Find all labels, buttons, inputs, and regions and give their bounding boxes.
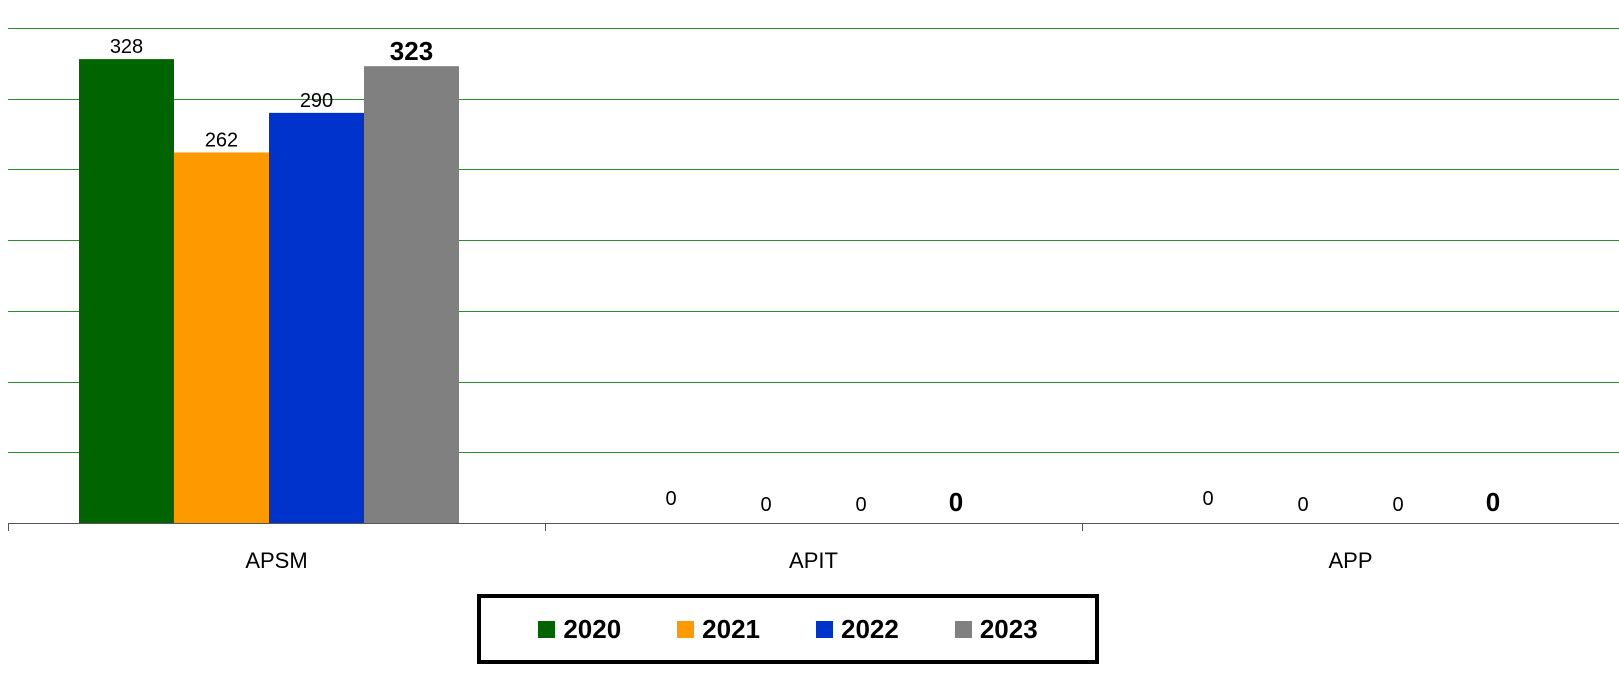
data-label: 0 <box>1202 488 1213 510</box>
legend-item: 2020 <box>538 614 621 645</box>
data-label: 262 <box>205 129 238 151</box>
bar-chart: 328 262 290 323 APSM 0 0 0 0 APIT 0 0 0 0 APP <box>8 28 1619 573</box>
legend-label: 2020 <box>563 613 622 644</box>
legend-label: 2023 <box>979 613 1038 644</box>
data-label: 0 <box>1297 494 1308 516</box>
data-label: 328 <box>110 36 143 58</box>
legend-swatch <box>954 620 972 638</box>
legend-swatch <box>816 620 833 638</box>
legend-label: 2021 <box>702 613 760 644</box>
legend-label: 2022 <box>841 613 899 644</box>
data-label: 0 <box>760 494 771 516</box>
legend-item: 2021 <box>677 614 760 645</box>
legend-item: 2023 <box>954 613 1038 645</box>
category-label: APSM <box>245 548 307 573</box>
data-label: 0 <box>949 487 963 517</box>
bar-apsm-2022 <box>269 112 364 523</box>
data-label: 0 <box>665 488 676 510</box>
legend-swatch <box>677 620 695 638</box>
legend: 2020 2021 2022 2023 <box>477 594 1099 664</box>
category-label: APP <box>1328 548 1372 573</box>
data-label: 0 <box>1392 494 1403 516</box>
legend-swatch <box>538 620 556 638</box>
data-label: 290 <box>300 90 333 112</box>
data-label: 323 <box>390 36 433 66</box>
category-label: APIT <box>789 548 838 573</box>
legend-item: 2022 <box>816 614 899 645</box>
bar-apsm-2023 <box>364 66 459 523</box>
bar-apsm-2020 <box>79 59 174 523</box>
data-label: 0 <box>1486 487 1500 517</box>
bar-apsm-2021 <box>174 152 269 523</box>
data-label: 0 <box>855 494 866 516</box>
